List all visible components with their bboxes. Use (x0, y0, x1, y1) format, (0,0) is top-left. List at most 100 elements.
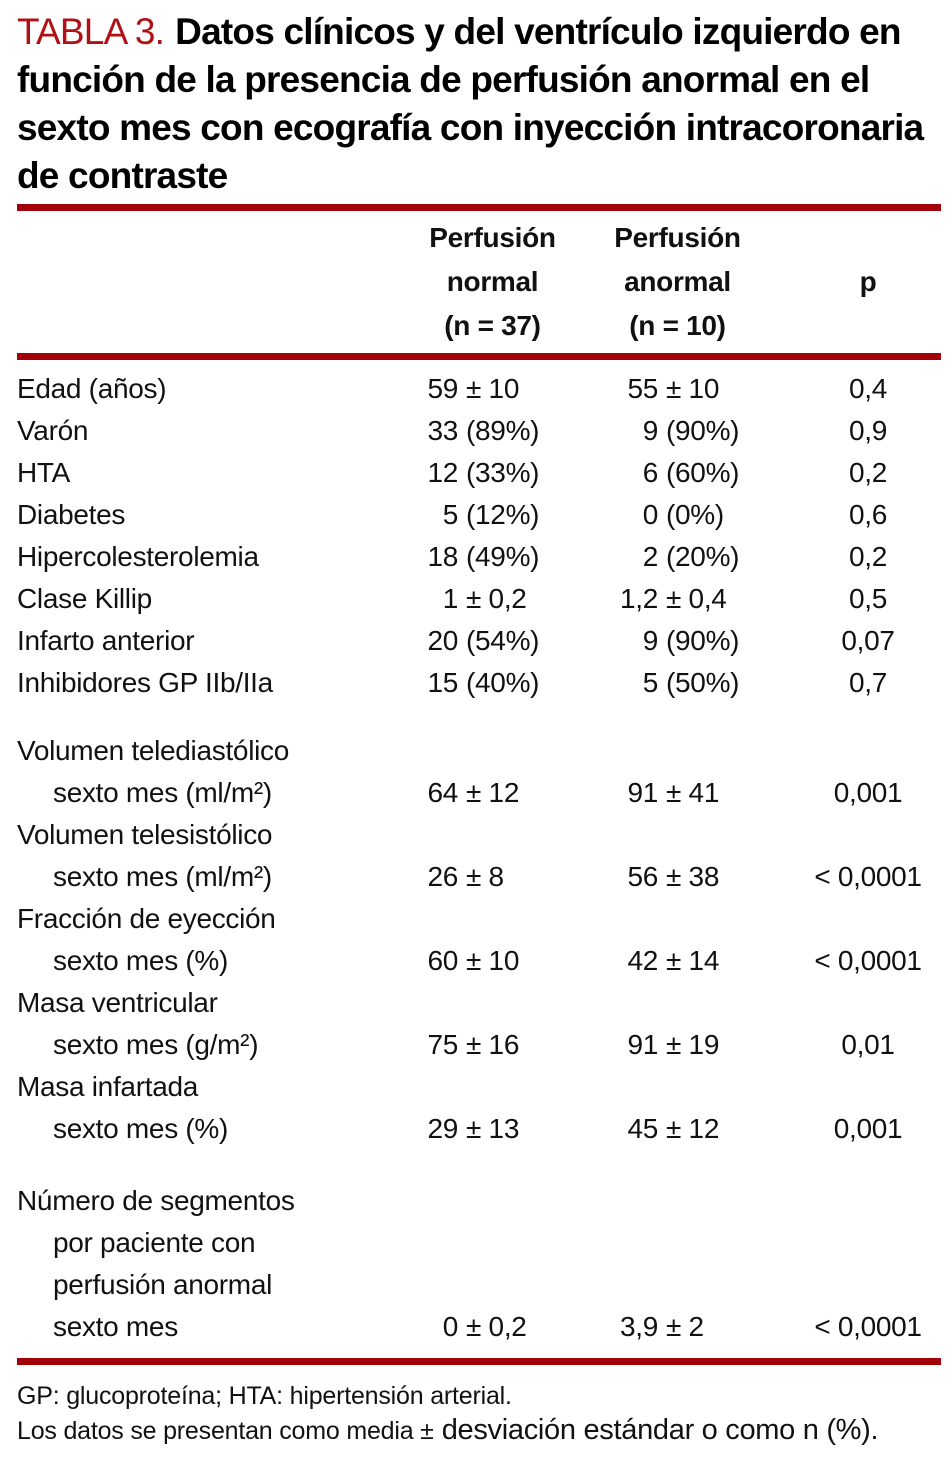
header-line: normal (446, 266, 539, 297)
row-label: Clase Killip (17, 583, 152, 614)
value-tail: ± 0,4 (666, 583, 727, 614)
row-label-continuation: sexto mes (ml/m²) (53, 777, 272, 808)
table-number-label: TABLA 3. (17, 11, 165, 52)
value-perfusion-anormal: 2 (20%) (585, 536, 770, 578)
value-perfusion-anormal: 56 ± 38 (585, 856, 770, 898)
value-perfusion-normal: 20 (54%) (400, 620, 585, 662)
header-empty-cell (17, 216, 400, 348)
value-tail: (33%) (466, 457, 540, 488)
value-tail: ± 10 (466, 945, 520, 976)
value-tail: ± 8 (466, 861, 504, 892)
row-label-continuation: perfusión anormal (53, 1269, 273, 1300)
row-label-cell: Número de segmentos por paciente con per… (17, 1180, 400, 1348)
row-label: Edad (años) (17, 373, 167, 404)
table-row: Masa ventricular sexto mes (g/m²) 75 ± 16… (17, 982, 951, 1066)
row-label-cell: Volumen telesistólico sexto mes (ml/m²) (17, 814, 400, 898)
p-value: 0,01 (841, 1029, 895, 1060)
value-perfusion-anormal: 5 (50%) (585, 662, 770, 704)
value-perfusion-normal: 5 (12%) (400, 494, 585, 536)
value-perfusion-anormal: 42 ± 14 (585, 940, 770, 982)
row-label-cell: Masa infartada sexto mes (%) (17, 1066, 400, 1150)
value-tail: ± 0,2 (466, 583, 527, 614)
value-tail: ± 2 (666, 1311, 704, 1342)
header-p-label: p (859, 266, 877, 297)
value-lead: 55 (627, 373, 658, 404)
value-tail: (12%) (466, 499, 540, 530)
row-label-cell: Inhibidores GP IIb/IIa (17, 662, 400, 704)
table-row: Fracción de eyección sexto mes (%) 60 ± 1… (17, 898, 951, 982)
value-lead: 3,9 (619, 1311, 658, 1342)
value-lead: 2 (642, 541, 659, 572)
value-tail: ± 38 (666, 861, 720, 892)
row-label: Hipercolesterolemia (17, 541, 259, 572)
value-perfusion-anormal: 6 (60%) (585, 452, 770, 494)
value-tail: ± 12 (466, 777, 520, 808)
value-tail: (89%) (466, 415, 540, 446)
row-label: Infarto anterior (17, 625, 195, 656)
p-value: 0,2 (848, 457, 888, 488)
value-perfusion-normal: 26 ± 8 (400, 856, 585, 898)
table-title-line: sexto mes con ecografía con inyección in… (17, 107, 924, 148)
value-lead: 60 (427, 945, 458, 976)
footnote-part-large: desviación estándar o como n (%). (441, 1414, 879, 1446)
row-label: Diabetes (17, 499, 126, 530)
value-tail: (50%) (666, 667, 740, 698)
value-lead: 20 (427, 625, 458, 656)
value-lead: 56 (627, 861, 658, 892)
row-label-cell: Masa ventricular sexto mes (g/m²) (17, 982, 400, 1066)
value-tail: (40%) (466, 667, 540, 698)
table-row: Volumen telediastólico sexto mes (ml/m²)… (17, 730, 951, 814)
p-value: 0,5 (848, 583, 888, 614)
section-gap (17, 704, 951, 730)
row-label-cell: Edad (años) (17, 368, 400, 410)
value-lead: 1 (442, 583, 459, 614)
value-perfusion-normal: 33 (89%) (400, 410, 585, 452)
value-perfusion-normal: 15 (40%) (400, 662, 585, 704)
row-label-continuation: sexto mes (g/m²) (53, 1029, 259, 1060)
value-perfusion-normal: 59 ± 10 (400, 368, 585, 410)
p-value: < 0,0001 (814, 861, 922, 892)
row-label: Volumen telediastólico (17, 735, 290, 766)
row-label-continuation: sexto mes (%) (53, 1113, 229, 1144)
row-label-continuation: sexto mes (ml/m²) (53, 861, 272, 892)
row-label: Inhibidores GP IIb/IIa (17, 667, 273, 698)
value-lead: 12 (427, 457, 458, 488)
p-value: < 0,0001 (814, 945, 922, 976)
p-value: 0,001 (833, 777, 903, 808)
row-label-continuation: por paciente con (53, 1227, 256, 1258)
spacer (788, 216, 948, 260)
row-label-cell: Infarto anterior (17, 620, 400, 662)
value-perfusion-anormal: 9 (90%) (585, 620, 770, 662)
value-tail: ± 13 (466, 1113, 520, 1144)
value-lead: 6 (642, 457, 659, 488)
value-lead: 33 (427, 415, 458, 446)
p-value: 0,4 (848, 373, 888, 404)
value-perfusion-anormal: 9 (90%) (585, 410, 770, 452)
spacer (788, 304, 948, 348)
row-label: Número de segmentos (17, 1185, 295, 1216)
value-lead: 5 (442, 499, 459, 530)
value-lead: 75 (427, 1029, 458, 1060)
row-label-cell: Varón (17, 410, 400, 452)
header-line: (n = 37) (444, 310, 541, 341)
table-header: Perfusión normal (n = 37) Perfusión anor… (17, 211, 951, 353)
table-row: Infarto anterior 20 (54%) 9 (90%) 0,07 (17, 620, 951, 662)
value-lead: 9 (642, 625, 659, 656)
value-lead: 26 (427, 861, 458, 892)
footnote-abbreviations: GP: glucoproteína; HTA: hipertensión art… (17, 1382, 512, 1410)
table-row: Hipercolesterolemia 18 (49%) 2 (20%) 0,2 (17, 536, 951, 578)
p-value: 0,001 (833, 1113, 903, 1144)
row-label: HTA (17, 457, 71, 488)
table-row: Edad (años) 59 ± 10 55 ± 10 0,4 (17, 368, 951, 410)
value-lead: 29 (427, 1113, 458, 1144)
footnote-data-presentation: Los datos se presentan como media ± desvi… (17, 1413, 941, 1448)
value-tail: (90%) (666, 415, 740, 446)
table-rule-bottom (17, 1358, 941, 1365)
row-label: Masa infartada (17, 1071, 199, 1102)
value-tail: (20%) (666, 541, 740, 572)
row-label: Volumen telesistólico (17, 819, 273, 850)
header-line: anormal (624, 266, 731, 297)
row-label-cell: Diabetes (17, 494, 400, 536)
footnote-part-small: Los datos se presentan como media ± (17, 1417, 434, 1445)
